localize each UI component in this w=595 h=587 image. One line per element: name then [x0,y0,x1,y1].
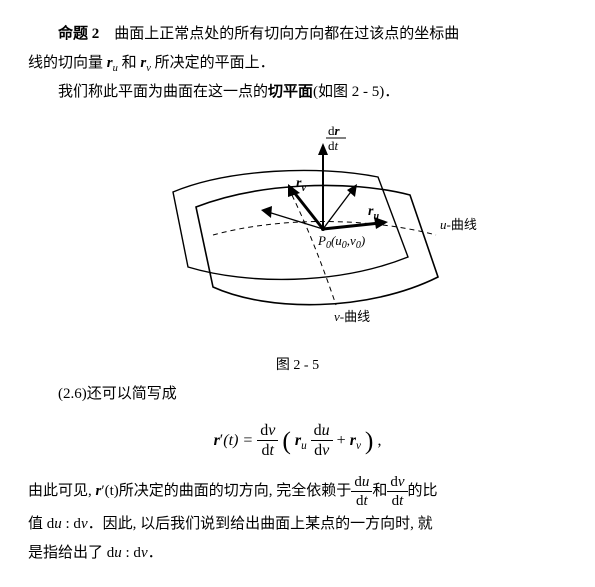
p2d: 的比 [408,483,438,499]
equation-2-6-short: r′(t) = dv dt ( ru du dv + rv ) , [28,417,567,466]
vector-ru [323,223,380,229]
eq-dv: dv [260,422,275,439]
p4c: ． [148,545,163,561]
figure-caption: 图 2 - 5 [28,353,567,380]
prop-line1: 命题 2 曲面上正常点处的所有切向方向都在过该点的坐标曲 [28,20,567,49]
label-dt: dt [328,138,339,153]
p2a: 由此可见, [28,483,96,499]
p2b: (t)所决定的曲面的切方向, 完全依赖于 [105,483,352,499]
label-u-curve: u-曲线 [440,217,477,232]
p3a: 值 d [28,516,54,532]
prop-heading: 命题 2 [58,26,99,42]
p2c: 和 [372,483,387,499]
eq-frac-du-dv: du dv [311,421,333,460]
eq-du: du [314,422,330,439]
prop-line2-a: 线的切向量 [28,55,107,71]
arrow-dr-dt [318,143,328,155]
prop-line2-b: 和 [118,55,141,71]
label-dr: dr [328,123,341,138]
body-p1: (2.6)还可以简写成 [28,380,567,409]
label-ru: ru [368,204,379,222]
eq-arg: (t) = [223,432,257,449]
p3c: ．因此, 以后我们说到给出曲面上某点的一方向时, 就 [88,516,433,532]
label-v-curve: v-曲线 [334,309,370,324]
tp-b: 切平面 [268,84,313,100]
prop-line2: 线的切向量 ru 和 rv 所决定的平面上． [28,49,567,79]
p3-u: u [54,516,62,532]
label-p0: P0(u0,v0) [317,233,365,251]
eq-dv2: dv [314,442,329,459]
tp-a: 我们称此平面为曲面在这一点的 [58,84,268,100]
front-surface [196,185,438,304]
figure-2-5: dr dt rv ru P0(u0,v0) u-曲线 v-曲线 [28,117,567,348]
p4-v: v [141,545,148,561]
figure-svg: dr dt rv ru P0(u0,v0) u-曲线 v-曲线 [118,117,478,337]
eq-frac-dv-dt: dv dt [257,421,278,460]
tp-c: (如图 2 - 5)． [313,84,399,100]
eq-dt: dt [262,442,274,459]
vector-rv [293,191,323,229]
body-p3: 值 du : dv．因此, 以后我们说到给出曲面上某点的一方向时, 就 [28,510,567,539]
eq-plus: + [337,432,350,449]
p4a: 是指给出了 d [28,545,114,561]
proposition-block: 命题 2 曲面上正常点处的所有切向方向都在过该点的坐标曲 线的切向量 ru 和 … [28,20,567,78]
vector-extra-1 [323,189,353,229]
eq-rv-sub: v [356,440,361,452]
eq-lparen: ( [282,426,291,455]
eq-tail: , [373,432,381,449]
p3-v: v [81,516,88,532]
body-p2: 由此可见, r′(t)所决定的曲面的切方向, 完全依赖于dudt和dvdt的比 [28,473,567,510]
eq-ru-sub: u [301,440,307,452]
frac-du-dt: dudt [351,473,372,510]
tangent-plane-sentence: 我们称此平面为曲面在这一点的切平面(如图 2 - 5)． [28,78,567,107]
p3b: : d [62,516,81,532]
prop-line2-c: 所决定的平面上． [151,55,275,71]
body-p4: 是指给出了 du : dv． [28,539,567,568]
frac-dv-dt: dvdt [387,473,407,510]
p4-u: u [114,545,122,561]
arrow-extra-2 [261,206,272,218]
prop-line1-rest: 曲面上正常点处的所有切向方向都在过该点的坐标曲 [99,26,459,42]
p4b: : d [122,545,141,561]
